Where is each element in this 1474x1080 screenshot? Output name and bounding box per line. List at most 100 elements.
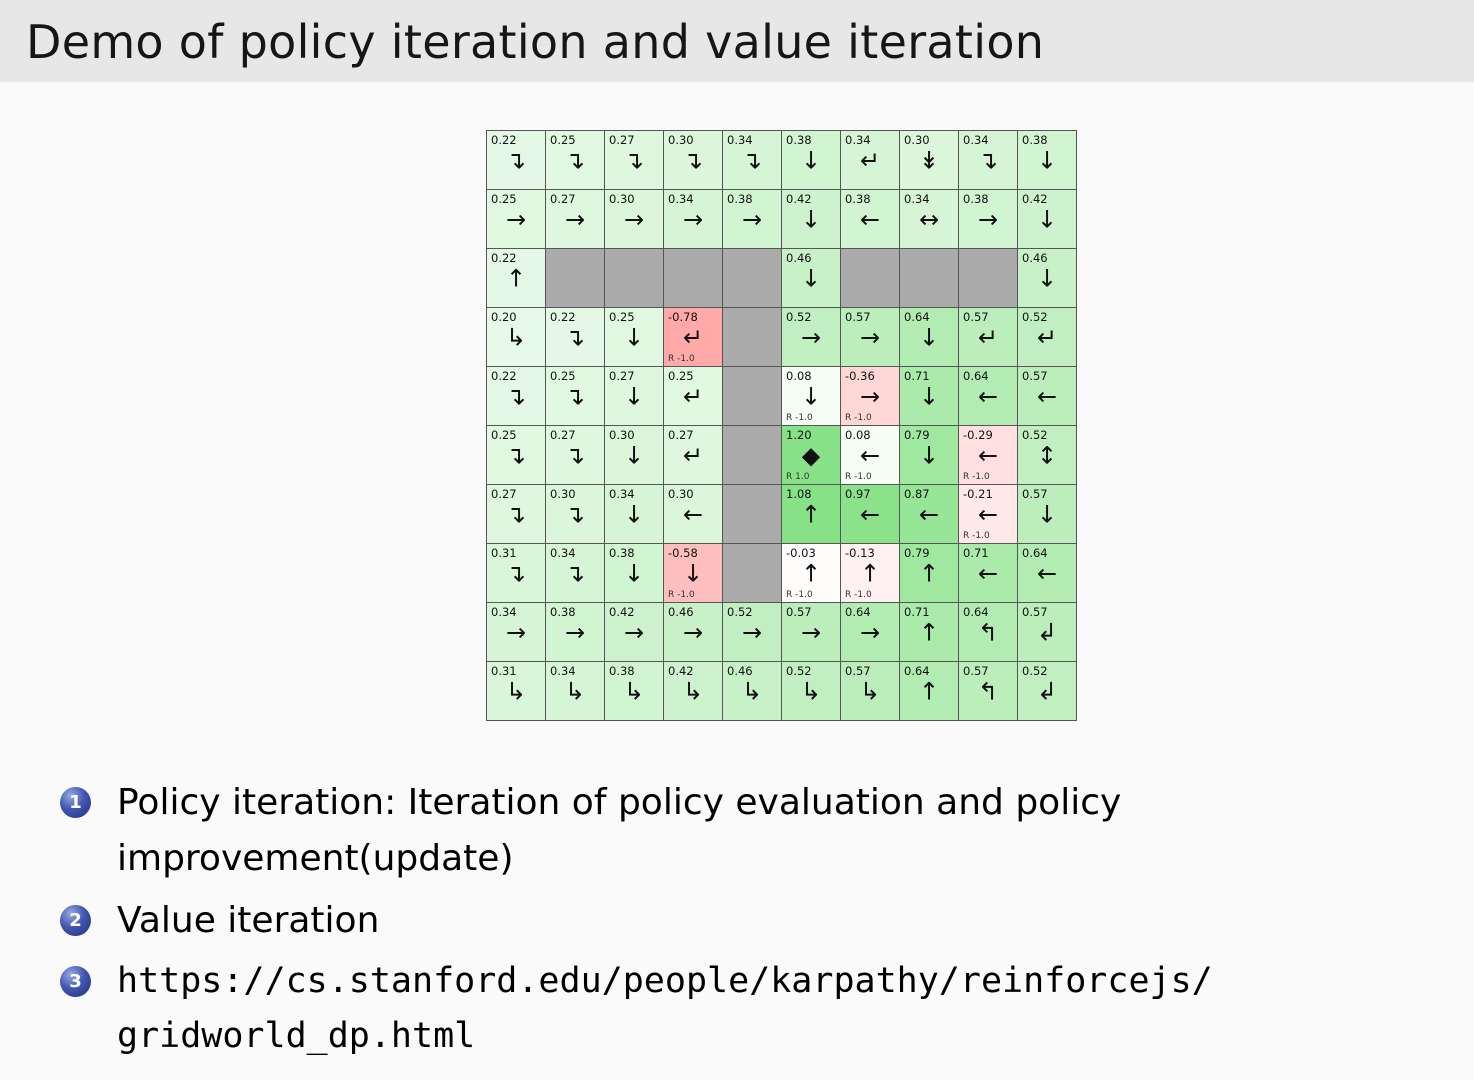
grid-cell: -0.21 ← R -1.0	[959, 485, 1017, 543]
wall-cell	[605, 249, 663, 307]
wall-cell	[900, 249, 958, 307]
policy-arrow-icon: ↳	[505, 677, 527, 706]
grid-cell: 0.79 ↑	[900, 544, 958, 602]
policy-arrow-icon: ◆	[801, 441, 821, 470]
bullet-list: 1 Policy iteration: Iteration of policy e…	[60, 775, 1474, 1063]
policy-arrow-icon: →	[741, 205, 763, 234]
grid-cell: 0.27 →	[546, 190, 604, 248]
cell-value: 0.38	[727, 192, 753, 206]
cell-value: 0.97	[845, 487, 871, 501]
policy-arrow-icon: ←	[859, 441, 881, 470]
cell-value: 0.57	[1022, 605, 1048, 619]
grid-cell: 0.25 ↵	[664, 367, 722, 425]
grid-cell: 0.34 ↴	[546, 544, 604, 602]
policy-arrow-icon: ↵	[1036, 323, 1058, 352]
grid-cell: 0.52 →	[723, 603, 781, 661]
grid-cell: 0.34 →	[664, 190, 722, 248]
grid-cell: 1.20 ◆ R 1.0	[782, 426, 840, 484]
cell-value: 0.57	[845, 664, 871, 678]
grid-cell: 0.27 ↵	[664, 426, 722, 484]
cell-value: 0.64	[963, 369, 989, 383]
wall-cell	[841, 249, 899, 307]
cell-value: 0.38	[609, 546, 635, 560]
grid-cell: 0.30 ↴	[664, 131, 722, 189]
cell-value: 0.27	[668, 428, 694, 442]
grid-cell: 0.64 →	[841, 603, 899, 661]
wall-cell	[723, 308, 781, 366]
grid-cell: 0.22 ↴	[546, 308, 604, 366]
wall-cell	[723, 485, 781, 543]
grid-cell: 0.64 ↰	[959, 603, 1017, 661]
cell-reward: R -1.0	[963, 531, 990, 541]
grid-cell: 0.08 ↓ R -1.0	[782, 367, 840, 425]
policy-arrow-icon: ←	[1036, 382, 1058, 411]
grid-cell: 0.97 ←	[841, 485, 899, 543]
cell-reward: R -1.0	[668, 354, 695, 364]
grid-cell: 0.71 ←	[959, 544, 1017, 602]
cell-value: 0.30	[609, 428, 635, 442]
policy-arrow-icon: ↑	[918, 618, 940, 647]
policy-arrow-icon: ↓	[623, 559, 645, 588]
policy-arrow-icon: ↴	[564, 382, 586, 411]
policy-arrow-icon: ←	[859, 500, 881, 529]
cell-value: 0.30	[550, 487, 576, 501]
policy-arrow-icon: ↔	[918, 205, 940, 234]
grid-cell: 0.52 ↳	[782, 662, 840, 720]
policy-arrow-icon: ↓	[918, 441, 940, 470]
wall-cell	[546, 249, 604, 307]
cell-value: 0.27	[550, 428, 576, 442]
grid-cell: 0.64 ↓	[900, 308, 958, 366]
policy-arrow-icon: ↑	[800, 559, 822, 588]
policy-arrow-icon: ↓	[918, 382, 940, 411]
grid-cell: 0.31 ↳	[487, 662, 545, 720]
policy-arrow-icon: ↴	[505, 382, 527, 411]
grid-cell: 0.30 ↡	[900, 131, 958, 189]
policy-arrow-icon: →	[505, 205, 527, 234]
cell-value: 0.22	[491, 251, 517, 265]
policy-arrow-icon: ↴	[505, 441, 527, 470]
cell-value: 0.22	[550, 310, 576, 324]
cell-value: 0.38	[1022, 133, 1048, 147]
list-item: 3 https://cs.stanford.edu/people/karpathy…	[60, 954, 1474, 1063]
url-link[interactable]: https://cs.stanford.edu/people/karpathy/…	[117, 961, 1213, 1056]
cell-value: 0.42	[786, 192, 812, 206]
grid-cell: 0.57 →	[782, 603, 840, 661]
cell-value: 0.30	[609, 192, 635, 206]
cell-value: 0.46	[668, 605, 694, 619]
grid-cell: -0.36 → R -1.0	[841, 367, 899, 425]
cell-value: 0.38	[550, 605, 576, 619]
cell-value: 0.38	[609, 664, 635, 678]
policy-arrow-icon: ←	[682, 500, 704, 529]
wall-cell	[959, 249, 1017, 307]
policy-arrow-icon: ↳	[623, 677, 645, 706]
policy-arrow-icon: →	[682, 205, 704, 234]
grid-cell: 0.34 ↵	[841, 131, 899, 189]
cell-value: -0.03	[786, 546, 816, 560]
policy-arrow-icon: ↓	[918, 323, 940, 352]
grid-cell: 0.25 ↴	[487, 426, 545, 484]
grid-cell: 0.38 ↓	[782, 131, 840, 189]
policy-arrow-icon: ↳	[800, 677, 822, 706]
policy-arrow-icon: ↓	[1036, 205, 1058, 234]
cell-reward: R -1.0	[845, 472, 872, 482]
cell-value: 0.20	[491, 310, 517, 324]
list-item: 2 Value iteration	[60, 893, 1474, 949]
policy-arrow-icon: →	[859, 618, 881, 647]
cell-value: 1.08	[786, 487, 812, 501]
wall-cell	[723, 367, 781, 425]
policy-arrow-icon: →	[977, 205, 999, 234]
cell-reward: R -1.0	[845, 413, 872, 423]
item-text: Value iteration	[117, 899, 380, 941]
cell-value: 0.87	[904, 487, 930, 501]
policy-arrow-icon: ↑	[918, 559, 940, 588]
item-number-badge: 2	[60, 904, 91, 936]
policy-arrow-icon: ↓	[800, 382, 822, 411]
grid-cell: 0.30 →	[605, 190, 663, 248]
grid-cell: 0.64 ←	[1018, 544, 1076, 602]
policy-arrow-icon: ↰	[977, 677, 999, 706]
cell-value: 0.25	[491, 192, 517, 206]
policy-arrow-icon: ↲	[1036, 618, 1058, 647]
cell-value: 0.79	[904, 428, 930, 442]
policy-arrow-icon: ↳	[741, 677, 763, 706]
cell-value: -0.29	[963, 428, 993, 442]
